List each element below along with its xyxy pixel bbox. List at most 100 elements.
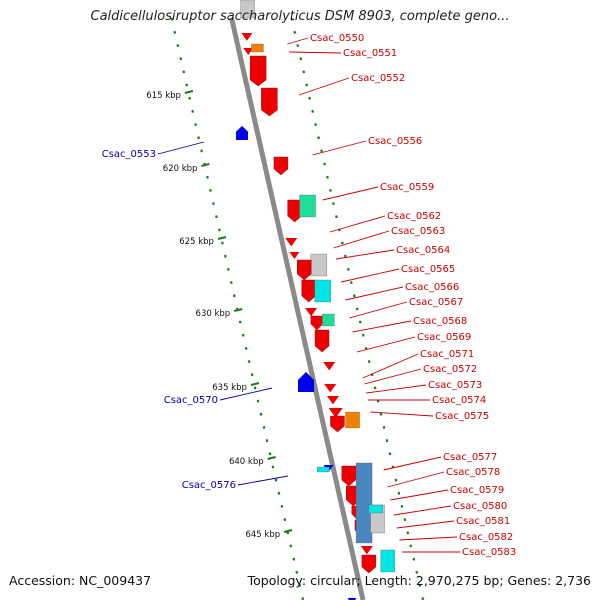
genome-summary-text: Topology: circular; Length: 2,970,275 bp… [247, 573, 591, 588]
cds-triangle [326, 396, 339, 405]
gene-label: Csac_0578 [446, 467, 500, 478]
gene-label: Csac_0571 [420, 349, 474, 360]
map-title: Caldicellulosiruptor saccharolyticus DSM… [90, 9, 510, 24]
gene-label: Csac_0574 [432, 395, 486, 406]
gene-block-orange [251, 43, 264, 53]
gene-label: Csac_0568 [413, 316, 467, 327]
label-leader [341, 268, 400, 283]
scale-tick-mark [250, 382, 260, 386]
label-leader [370, 411, 434, 417]
cds-arrow [361, 554, 377, 574]
gene-label: Csac_0576 [182, 480, 236, 491]
gene-label: Csac_0556 [368, 136, 422, 147]
gene-block-steelblue [355, 462, 373, 544]
cds-triangle [360, 546, 373, 555]
gene-label: Csac_0579 [450, 485, 504, 496]
rna-feature [298, 372, 314, 392]
cds-triangle [328, 408, 343, 418]
scale-tick-mark [283, 529, 293, 533]
scale-tick-label: 635 kbp [212, 383, 247, 393]
cds-arrow [314, 329, 330, 353]
label-leader [393, 505, 452, 516]
scale-tick-label: 640 kbp [229, 457, 264, 467]
label-leader [396, 520, 455, 529]
cds-arrow [273, 156, 289, 176]
gene-label: Csac_0562 [387, 211, 441, 222]
backbone-line [229, 17, 366, 600]
inner-tick-track [290, 17, 425, 600]
cds-triangle [324, 384, 337, 393]
label-leader [287, 37, 309, 45]
scale-tick-mark [233, 308, 243, 312]
cds-triangle [243, 48, 254, 55]
label-leader [390, 489, 449, 501]
gene-block-cyan [380, 549, 395, 573]
scale-tick-label: 625 kbp [179, 237, 214, 247]
gene-label: Csac_0582 [459, 532, 513, 543]
label-leader [237, 475, 289, 486]
gene-block-teal [299, 194, 316, 218]
gene-block-cyan [314, 279, 331, 303]
label-leader [345, 286, 404, 301]
label-leader [364, 368, 422, 385]
gene-label: Csac_0563 [391, 226, 445, 237]
scale-tick-label: 615 kbp [146, 91, 181, 101]
scale-tick-mark [184, 90, 194, 94]
label-leader [352, 320, 412, 333]
accession-text: Accession: NC_009437 [9, 573, 152, 588]
rna-feature [236, 126, 248, 140]
scale-tick-mark [217, 236, 227, 240]
gene-label: Csac_0552 [351, 73, 405, 84]
cds-arrow [310, 315, 324, 331]
cds-triangle [285, 238, 298, 247]
cds-arrow [297, 259, 312, 281]
gene-label: Csac_0564 [396, 245, 450, 256]
gene-label: Csac_0553 [102, 149, 156, 160]
label-leader [362, 353, 419, 379]
label-leader [329, 215, 386, 233]
gene-block-gray [310, 253, 328, 277]
label-leader [387, 471, 445, 488]
cds-arrow [341, 465, 356, 487]
label-leader [366, 384, 427, 394]
gene-label: Csac_0565 [401, 264, 455, 275]
gene-label: Csac_0570 [164, 395, 218, 406]
gene-label: Csac_0572 [423, 364, 477, 375]
gene-label: Csac_0577 [443, 452, 497, 463]
cds-triangle [241, 33, 253, 41]
label-leader [356, 336, 416, 353]
scale-tick-mark [267, 456, 276, 460]
label-leader [322, 186, 379, 201]
gene-label: Csac_0550 [310, 33, 364, 44]
label-leader [335, 249, 395, 260]
cds-arrow [301, 279, 316, 303]
gene-label: Csac_0583 [462, 547, 516, 558]
label-leader [219, 387, 273, 401]
cds-arrow [330, 415, 345, 433]
cds-arrow [249, 55, 267, 87]
label-leader [298, 77, 350, 96]
gene-label: Csac_0573 [428, 380, 482, 391]
gene-label: Csac_0567 [409, 297, 463, 308]
gene-label: Csac_0569 [417, 332, 471, 343]
gene-block-gray [240, 0, 255, 19]
gene-label: Csac_0581 [456, 516, 510, 527]
cds-arrow [261, 87, 278, 117]
cds-triangle [305, 308, 318, 317]
scale-tick-mark [201, 163, 210, 167]
label-leader [399, 536, 458, 541]
gene-block-cyan [317, 466, 330, 473]
cds-triangle [289, 252, 300, 259]
gene-block-teal [322, 313, 335, 327]
gene-label: Csac_0551 [343, 48, 397, 59]
gene-block-orange [345, 411, 360, 429]
gene-label: Csac_0575 [435, 411, 489, 422]
gene-label: Csac_0566 [405, 282, 459, 293]
scale-tick-label: 620 kbp [163, 164, 198, 174]
gene-block-cyan [368, 504, 383, 514]
label-leader [383, 456, 442, 471]
outer-tick-track [170, 17, 305, 600]
label-leader [289, 51, 342, 54]
